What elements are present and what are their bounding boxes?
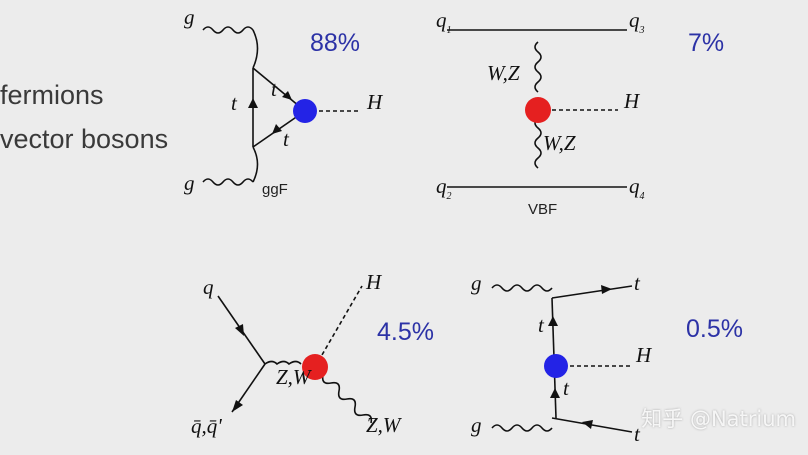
label-g-top: g xyxy=(471,271,482,295)
percent-vbf: 7% xyxy=(688,29,724,57)
label-t-mid-bottom: t xyxy=(563,376,570,400)
gluon-line-bottom xyxy=(491,424,553,432)
arrow-mid xyxy=(548,316,558,326)
percent-tth: 0.5% xyxy=(686,315,743,343)
arrow-mid-lower xyxy=(550,388,560,398)
gluon-line-bottom xyxy=(202,178,254,186)
diagram-ggf: g g t t t H ggF 88% xyxy=(184,5,384,198)
arrow-up xyxy=(248,98,258,108)
gluon-join-bottom xyxy=(252,146,259,183)
label-q2: q2 xyxy=(436,174,452,202)
arrow-lower xyxy=(272,124,282,134)
gluon-line-top xyxy=(202,26,254,34)
label-qbar: q̄,q̄' xyxy=(191,414,222,438)
label-t-mid-top: t xyxy=(538,313,545,337)
percent-vh: 4.5% xyxy=(377,318,434,346)
legend-vector-bosons: vector bosons xyxy=(0,124,169,154)
fermion-vertex xyxy=(293,99,317,123)
label-g-bottom: g xyxy=(184,171,195,195)
gluon-line-top xyxy=(491,284,553,292)
label-g-bottom: g xyxy=(471,413,482,437)
boson-propagator xyxy=(264,360,302,366)
label-t-top: t xyxy=(271,77,278,101)
wz-line-top xyxy=(534,41,542,93)
boson-vertex xyxy=(302,354,328,380)
label-wz-top: W,Z xyxy=(487,61,520,85)
gluon-join-top xyxy=(252,29,259,69)
boson-vertex xyxy=(525,97,551,123)
label-higgs: H xyxy=(623,89,641,113)
top-line-lower xyxy=(551,417,633,433)
diagram-tth: g g t t t t H 0.5% xyxy=(471,271,743,446)
diagram-vh: q q̄,q̄' Z,W Z,W H 4.5% xyxy=(191,270,434,438)
arrow-upper xyxy=(282,91,292,100)
top-line-upper xyxy=(551,285,633,299)
arrow-antiquark xyxy=(232,400,243,412)
label-higgs: H xyxy=(366,90,384,114)
arrow-quark xyxy=(235,324,244,336)
label-q3: q3 xyxy=(629,8,645,36)
label-wz-bottom: W,Z xyxy=(543,131,576,155)
label-zw-out: Z,W xyxy=(366,413,403,437)
percent-ggf: 88% xyxy=(310,29,360,57)
label-q4: q4 xyxy=(629,174,645,202)
wz-line-bottom xyxy=(534,117,542,169)
fermion-vertex xyxy=(544,354,568,378)
label-t-bottom-right: t xyxy=(634,422,641,446)
higgs-line xyxy=(314,285,363,368)
label-g-top: g xyxy=(184,5,195,29)
label-zw-mid: Z,W xyxy=(276,365,313,389)
label-higgs: H xyxy=(365,270,383,294)
label-t-top-right: t xyxy=(634,271,641,295)
label-t-bottom: t xyxy=(283,127,290,151)
legend-fermions: fermions xyxy=(0,80,104,110)
watermark: 知乎 @Natrium xyxy=(641,407,796,431)
arrow-lower xyxy=(582,420,593,429)
label-q1: q1 xyxy=(436,8,452,36)
label-t-left: t xyxy=(231,91,238,115)
arrow-upper xyxy=(601,285,612,294)
caption-vbf: VBF xyxy=(528,201,557,218)
label-higgs: H xyxy=(635,343,653,367)
caption-ggf: ggF xyxy=(262,181,288,198)
diagram-vbf: q1 q3 q2 q4 W,Z W,Z H VBF 7% xyxy=(436,8,724,218)
label-q: q xyxy=(203,275,214,299)
